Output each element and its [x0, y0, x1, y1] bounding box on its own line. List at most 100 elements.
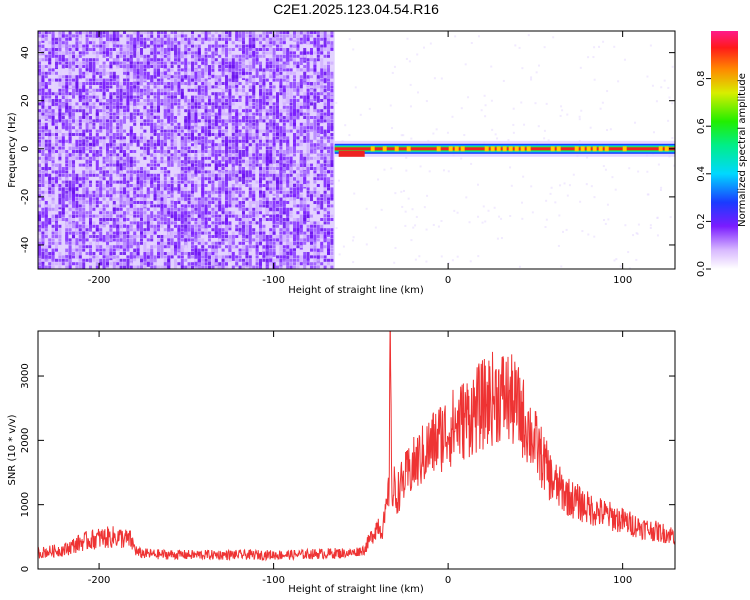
noise-cell [160, 150, 164, 153]
noise-cell [68, 197, 72, 201]
noise-cell [238, 133, 242, 140]
noise-cell [174, 129, 177, 133]
noise-cell [327, 34, 330, 38]
noise-cell [78, 184, 82, 187]
noise-cell [68, 255, 72, 263]
noise-cell [184, 184, 188, 187]
noise-cell [313, 262, 317, 266]
noise-cell [153, 184, 157, 191]
noise-cell [170, 197, 174, 201]
noise-cell [255, 31, 259, 34]
noise-cell [89, 143, 92, 147]
noise-cell [214, 201, 218, 204]
noise-cell [225, 122, 228, 126]
noise-cell [133, 177, 137, 181]
noise-cell [140, 31, 143, 34]
noise-cell [265, 235, 269, 242]
noise-cell [78, 112, 82, 116]
noise-cell [126, 235, 130, 238]
noise-cell [41, 170, 45, 174]
noise-cell [68, 238, 72, 242]
noise-cell [123, 99, 126, 102]
noise-cell [225, 88, 228, 92]
noise-cell [211, 173, 215, 177]
noise-cell [126, 119, 130, 123]
noise-cell [262, 116, 266, 123]
noise-cell [255, 68, 259, 78]
noise-cell [323, 85, 327, 89]
noise-cell [187, 180, 191, 184]
noise-cell [316, 58, 320, 62]
noise-cell [242, 265, 245, 269]
noise-cell [44, 170, 48, 174]
noise-cell [282, 231, 286, 235]
noise-cell [180, 187, 184, 191]
noise-cell [323, 160, 327, 164]
noise-cell [133, 116, 137, 119]
noise-cell [323, 44, 327, 48]
noise-cell [306, 129, 310, 133]
noise-cell [259, 54, 262, 58]
noise-cell [330, 119, 334, 123]
noise-cell [235, 235, 239, 238]
noise-cell [282, 92, 286, 99]
noise-cell [221, 143, 225, 147]
noise-cell [61, 146, 65, 150]
noise-cell [102, 255, 106, 259]
noise-cell [123, 160, 126, 164]
noise-cell [214, 78, 218, 82]
noise-cell [170, 190, 174, 194]
noise-cell [112, 82, 116, 85]
noise-cell [252, 238, 256, 242]
noise-cell [99, 173, 103, 177]
noise-cell [58, 102, 62, 106]
noise-cell [174, 68, 177, 72]
noise-cell [296, 235, 300, 242]
noise-cell [218, 163, 222, 167]
noise-cell [327, 68, 330, 79]
noise-cell [174, 71, 177, 75]
noise-cell [286, 194, 290, 198]
noise-cell [184, 252, 188, 255]
noise-cell [238, 54, 242, 58]
noise-cell [330, 78, 334, 82]
noise-cell [143, 65, 147, 68]
chart-title: C2E1.2025.123.04.54.R16 [273, 1, 439, 17]
noise-cell [310, 41, 313, 45]
noise-cell [204, 248, 208, 252]
noise-cell [48, 221, 52, 225]
noise-cell [187, 88, 191, 92]
noise-cell [194, 37, 198, 41]
noise-cell [38, 31, 41, 34]
noise-cell [204, 262, 208, 266]
noise-cell [68, 136, 72, 145]
noise-cell [153, 167, 157, 170]
noise-cell [293, 184, 296, 187]
noise-cell [316, 34, 320, 38]
noise-cell [242, 190, 245, 194]
noise-cell [95, 41, 99, 45]
noise-cell [61, 112, 65, 116]
noise-cell [286, 235, 290, 238]
noise-cell [65, 37, 69, 41]
noise-cell [123, 85, 126, 89]
noise-cell [95, 197, 99, 201]
noise-cell [75, 207, 79, 211]
noise-cell [221, 48, 225, 55]
noise-cell [51, 252, 55, 255]
noise-cell [187, 146, 191, 150]
noise-cell [197, 167, 201, 174]
noise-cell [299, 255, 303, 264]
noise-cell [299, 207, 303, 211]
noise-cell [208, 51, 211, 55]
noise-cell [310, 31, 313, 34]
noise-cell [225, 44, 228, 48]
noise-cell [208, 143, 211, 147]
faint-cell [649, 224, 652, 227]
noise-cell [112, 44, 116, 48]
noise-cell [194, 102, 198, 106]
noise-cell [323, 116, 327, 119]
noise-cell [310, 265, 313, 269]
noise-cell [72, 262, 75, 266]
noise-cell [78, 126, 82, 130]
